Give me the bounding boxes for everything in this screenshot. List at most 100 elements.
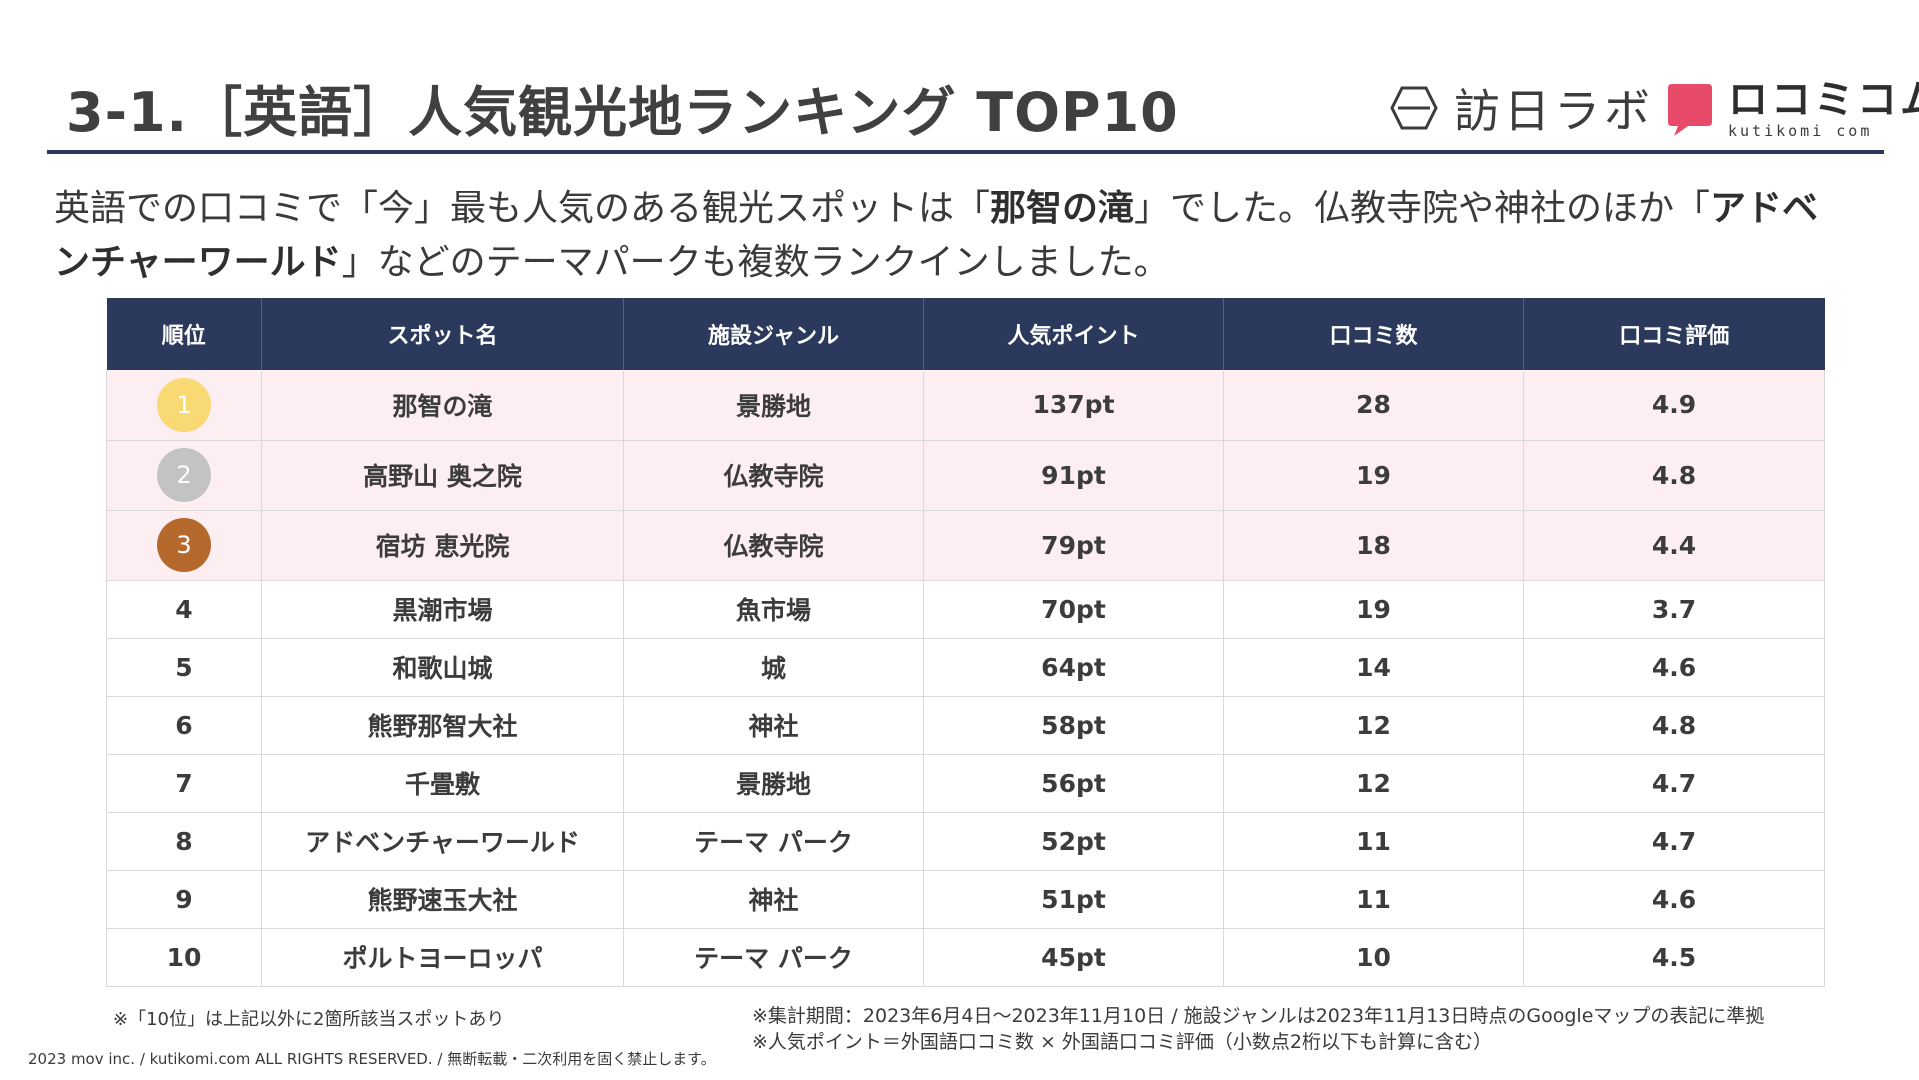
table-row: 5 和歌山城 城 64pt 14 4.6 (106, 638, 1825, 697)
lead-emphasis-1: 那智の滝 (990, 188, 1135, 229)
reviews-cell: 14 (1223, 638, 1524, 697)
genre-cell: テーマ パーク (623, 928, 924, 987)
points-cell: 64pt (923, 638, 1224, 697)
genre-cell: 神社 (623, 870, 924, 929)
column-header-rating: 口コミ評価 (1523, 298, 1825, 370)
spot-cell: 和歌山城 (261, 638, 624, 697)
rank-cell: 2 (106, 440, 262, 511)
genre-cell: 城 (623, 638, 924, 697)
kuchikomi-logo: ロコミコム kutikomi com (1666, 80, 1919, 140)
genre-cell: 魚市場 (623, 580, 924, 639)
spot-cell: 高野山 奥之院 (261, 440, 624, 511)
copyright-text: 2023 mov inc. / kutikomi.com ALL RIGHTS … (28, 1050, 716, 1068)
title-divider (47, 150, 1884, 154)
spot-cell: 熊野那智大社 (261, 696, 624, 755)
reviews-cell: 12 (1223, 754, 1524, 813)
column-header-reviews: 口コミ数 (1223, 298, 1524, 370)
silver-medal-badge: 2 (157, 448, 211, 502)
reviews-cell: 18 (1223, 510, 1524, 581)
rating-cell: 3.7 (1523, 580, 1825, 639)
rank-cell: 3 (106, 510, 262, 581)
points-cell: 56pt (923, 754, 1224, 813)
reviews-cell: 10 (1223, 928, 1524, 987)
spot-cell: 黒潮市場 (261, 580, 624, 639)
footnotes-method: ※集計期間：2023年6月4日～2023年11月10日 / 施設ジャンルは202… (752, 1003, 1764, 1055)
spot-cell: 那智の滝 (261, 370, 624, 441)
column-header-genre: 施設ジャンル (623, 298, 924, 370)
genre-cell: 仏教寺院 (623, 510, 924, 581)
points-cell: 70pt (923, 580, 1224, 639)
spot-cell: 熊野速玉大社 (261, 870, 624, 929)
lead-text-1: 英語での口コミで「今」最も人気のある観光スポットは「 (54, 188, 991, 229)
footnote-rank-ten: ※「10位」は上記以外に2箇所該当スポットあり (113, 1009, 505, 1030)
column-header-spot: スポット名 (261, 298, 624, 370)
bronze-medal-badge: 3 (157, 518, 211, 572)
rating-cell: 4.6 (1523, 638, 1825, 697)
rank-cell: 1 (106, 370, 262, 441)
rating-cell: 4.9 (1523, 370, 1825, 441)
points-cell: 51pt (923, 870, 1224, 929)
hexagon-logo-icon (1390, 86, 1438, 130)
reviews-cell: 19 (1223, 440, 1524, 511)
lead-emphasis-2: アドベンチャーワールド (54, 188, 1819, 283)
rank-cell: 5 (106, 638, 262, 697)
genre-cell: 神社 (623, 696, 924, 755)
houjin-lab-logo-text: 訪日ラボ (1454, 84, 1654, 138)
rating-cell: 4.4 (1523, 510, 1825, 581)
rating-cell: 4.7 (1523, 754, 1825, 813)
table-row: 6 熊野那智大社 神社 58pt 12 4.8 (106, 696, 1825, 755)
lead-text-3: 」などのテーマパークも複数ランクインしました。 (341, 242, 1170, 283)
points-cell: 58pt (923, 696, 1224, 755)
page-title: 3-1.［英語］人気観光地ランキング TOP10 (66, 81, 1179, 144)
column-header-rank: 順位 (106, 298, 262, 370)
rating-cell: 4.7 (1523, 812, 1825, 871)
speech-bubble-logo-icon (1668, 84, 1712, 136)
table-row: 3 宿坊 恵光院 仏教寺院 79pt 18 4.4 (106, 510, 1825, 581)
footnote-points-formula: ※人気ポイント＝外国語口コミ数 × 外国語口コミ評価（小数点2桁以下も計算に含む… (752, 1031, 1493, 1053)
reviews-cell: 12 (1223, 696, 1524, 755)
rating-cell: 4.5 (1523, 928, 1825, 987)
rating-cell: 4.8 (1523, 696, 1825, 755)
rank-cell: 4 (106, 580, 262, 639)
ranking-table: 順位 スポット名 施設ジャンル 人気ポイント 口コミ数 口コミ評価 1 那智の滝… (106, 298, 1825, 987)
genre-cell: 仏教寺院 (623, 440, 924, 511)
spot-cell: 千畳敷 (261, 754, 624, 813)
rating-cell: 4.6 (1523, 870, 1825, 929)
genre-cell: 景勝地 (623, 754, 924, 813)
reviews-cell: 11 (1223, 870, 1524, 929)
houjin-lab-logo: 訪日ラボ (1390, 78, 1654, 138)
table-header-row: 順位 スポット名 施設ジャンル 人気ポイント 口コミ数 口コミ評価 (106, 298, 1825, 370)
genre-cell: 景勝地 (623, 370, 924, 441)
rank-cell: 6 (106, 696, 262, 755)
table-row: 8 アドベンチャーワールド テーマ パーク 52pt 11 4.7 (106, 812, 1825, 871)
lead-text-2: 」でした。仏教寺院や神社のほか「 (1134, 188, 1711, 229)
points-cell: 137pt (923, 370, 1224, 441)
table-row: 1 那智の滝 景勝地 137pt 28 4.9 (106, 370, 1825, 441)
kuchikomi-logo-subtext: kutikomi com (1728, 122, 1873, 140)
column-header-points: 人気ポイント (923, 298, 1224, 370)
table-row: 7 千畳敷 景勝地 56pt 12 4.7 (106, 754, 1825, 813)
rank-cell: 10 (106, 928, 262, 987)
kuchikomi-logo-text: ロコミコム (1728, 77, 1919, 123)
reviews-cell: 11 (1223, 812, 1524, 871)
gold-medal-badge: 1 (157, 377, 211, 432)
points-cell: 52pt (923, 812, 1224, 871)
points-cell: 45pt (923, 928, 1224, 987)
spot-cell: 宿坊 恵光院 (261, 510, 624, 581)
spot-cell: アドベンチャーワールド (261, 812, 624, 871)
reviews-cell: 19 (1223, 580, 1524, 639)
table-row: 10 ポルトヨーロッパ テーマ パーク 45pt 10 4.5 (106, 928, 1825, 987)
footnote-period: ※集計期間：2023年6月4日～2023年11月10日 / 施設ジャンルは202… (752, 1005, 1765, 1027)
table-row: 4 黒潮市場 魚市場 70pt 19 3.7 (106, 580, 1825, 639)
rank-cell: 9 (106, 870, 262, 929)
rank-cell: 7 (106, 754, 262, 813)
genre-cell: テーマ パーク (623, 812, 924, 871)
spot-cell: ポルトヨーロッパ (261, 928, 624, 987)
rank-cell: 8 (106, 812, 262, 871)
reviews-cell: 28 (1223, 370, 1524, 441)
points-cell: 79pt (923, 510, 1224, 581)
points-cell: 91pt (923, 440, 1224, 511)
table-row: 2 高野山 奥之院 仏教寺院 91pt 19 4.8 (106, 440, 1825, 511)
rating-cell: 4.8 (1523, 440, 1825, 511)
lead-paragraph: 英語での口コミで「今」最も人気のある観光スポットは「那智の滝」でした。仏教寺院や… (54, 182, 1854, 290)
